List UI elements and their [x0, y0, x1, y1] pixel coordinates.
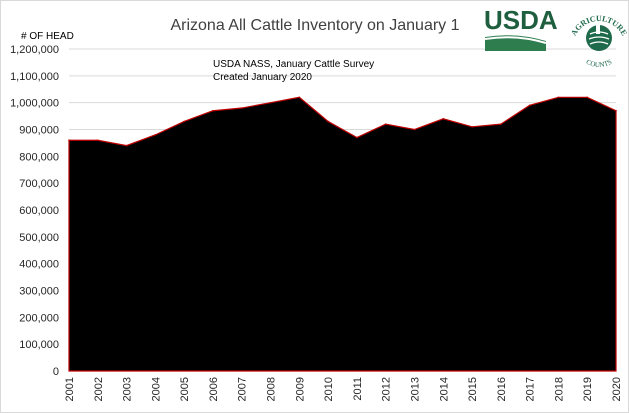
data-point [212, 109, 214, 112]
y-tick-label: 0 [53, 366, 59, 378]
x-tick-label: 2017 [525, 377, 537, 401]
usda-logo: USDA [484, 5, 558, 51]
y-tick-label: 200,000 [19, 312, 59, 324]
x-tick-label: 2010 [323, 377, 335, 401]
x-tick-label: 2018 [553, 377, 565, 401]
annotation-source: USDA NASS, January Cattle Survey [213, 59, 374, 70]
data-point [500, 123, 502, 125]
x-tick-label: 2013 [409, 377, 421, 401]
chart-title: Arizona All Cattle Inventory on January … [170, 17, 459, 34]
data-point [356, 136, 358, 139]
data-point [154, 134, 157, 136]
y-tick-label: 900,000 [19, 125, 59, 137]
data-point [327, 120, 329, 123]
y-tick-label: 600,000 [19, 205, 59, 217]
data-point [125, 144, 128, 147]
data-point [240, 107, 243, 109]
data-point [442, 117, 445, 120]
x-tick-label: 2019 [582, 377, 594, 401]
x-tick-label: 2005 [179, 377, 191, 401]
y-tick-label: 1,000,000 [10, 98, 59, 110]
usda-swoosh-stripe-icon [484, 36, 547, 44]
seal-globe-icon [586, 25, 612, 51]
area-fill [68, 96, 617, 372]
x-tick-label: 2001 [64, 377, 76, 401]
y-tick-label: 400,000 [19, 259, 59, 271]
x-tick-label: 2003 [122, 377, 134, 401]
data-point [413, 128, 416, 131]
x-tick-label: 2012 [381, 377, 393, 401]
data-point [557, 96, 560, 99]
y-tick-label: 300,000 [19, 286, 59, 298]
y-tick-labels: 0 100,000 200,000 300,000 400,000 500,000 600,… [10, 44, 59, 378]
y-tick-label: 100,000 [19, 339, 59, 351]
seal-silo-icon [596, 25, 600, 34]
x-tick-label: 2008 [266, 377, 278, 401]
data-point [528, 104, 531, 107]
x-tick-label: 2011 [352, 377, 364, 401]
y-tick-label: 800,000 [19, 151, 59, 163]
y-tick-label: 700,000 [19, 178, 59, 190]
x-tick-label: 2002 [93, 377, 105, 401]
y-tick-label: 1,100,000 [10, 71, 59, 83]
x-tick-label: 2020 [611, 377, 623, 401]
data-point [68, 139, 70, 142]
y-tick-label: 1,200,000 [10, 44, 59, 56]
data-point [384, 123, 387, 125]
data-point [586, 96, 589, 99]
data-point [183, 120, 185, 123]
data-point [298, 96, 301, 99]
x-tick-label: 2004 [150, 377, 162, 401]
data-point [615, 109, 617, 112]
x-tick-label: 2006 [208, 377, 220, 401]
usda-logo-text: USDA [484, 5, 558, 35]
x-tick-label: 2016 [496, 377, 508, 401]
annotation-created: Created January 2020 [213, 72, 312, 83]
agriculture-counts-seal: AGRICULTURE COUNTS [569, 14, 628, 69]
x-tick-label: 2009 [294, 377, 306, 401]
y-axis-label: # OF HEAD [21, 31, 74, 42]
data-point [269, 101, 272, 104]
y-tick-label: 500,000 [19, 232, 59, 244]
area-series [68, 96, 617, 372]
x-tick-label: 2015 [467, 377, 479, 401]
x-tick-label: 2014 [438, 377, 450, 401]
x-tick-labels: 2001 2002 2003 2004 2005 2006 2007 2008 2009 2010… [64, 377, 623, 401]
x-tick-label: 2007 [237, 377, 249, 401]
data-point [471, 126, 473, 128]
seal-bottom-text: COUNTS [585, 58, 614, 69]
data-point [96, 139, 99, 142]
